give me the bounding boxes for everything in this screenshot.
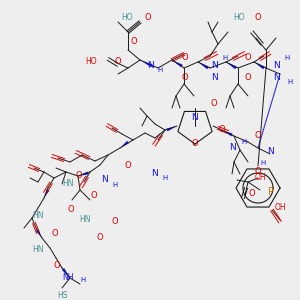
Text: HN: HN bbox=[32, 211, 44, 220]
Text: N: N bbox=[268, 148, 274, 157]
Text: N: N bbox=[274, 61, 280, 70]
Text: O: O bbox=[249, 188, 255, 197]
Text: O: O bbox=[68, 206, 74, 214]
Text: O: O bbox=[54, 260, 60, 269]
Text: N: N bbox=[212, 61, 218, 70]
Polygon shape bbox=[167, 126, 177, 131]
Polygon shape bbox=[222, 130, 233, 136]
Text: O: O bbox=[192, 139, 198, 148]
Text: O: O bbox=[131, 38, 137, 46]
Text: O: O bbox=[125, 160, 131, 169]
Text: H: H bbox=[80, 277, 86, 283]
Text: O: O bbox=[182, 52, 188, 62]
Text: O: O bbox=[182, 74, 188, 82]
Text: O: O bbox=[255, 131, 261, 140]
Text: O: O bbox=[112, 218, 118, 226]
Text: N: N bbox=[152, 169, 158, 178]
Text: HO: HO bbox=[233, 14, 245, 22]
Text: OH: OH bbox=[254, 173, 266, 182]
Polygon shape bbox=[254, 62, 265, 69]
Text: O: O bbox=[245, 52, 251, 62]
Text: H: H bbox=[284, 55, 290, 61]
Text: N: N bbox=[192, 113, 198, 122]
Polygon shape bbox=[226, 62, 237, 69]
Polygon shape bbox=[172, 60, 183, 67]
Text: H: H bbox=[242, 139, 247, 145]
Polygon shape bbox=[78, 172, 88, 176]
Text: HN: HN bbox=[32, 245, 44, 254]
Text: N: N bbox=[147, 61, 153, 70]
Text: HN: HN bbox=[79, 215, 91, 224]
Text: P: P bbox=[268, 187, 274, 197]
Polygon shape bbox=[36, 229, 42, 238]
Text: H: H bbox=[222, 55, 228, 61]
Text: H: H bbox=[112, 182, 118, 188]
Text: H: H bbox=[158, 67, 163, 73]
Text: O: O bbox=[255, 167, 261, 176]
Text: N: N bbox=[212, 74, 218, 82]
Text: O: O bbox=[255, 14, 261, 22]
Text: O: O bbox=[97, 233, 103, 242]
Text: O: O bbox=[211, 98, 217, 107]
Text: O: O bbox=[52, 229, 58, 238]
Text: HN: HN bbox=[62, 178, 74, 188]
Polygon shape bbox=[44, 189, 49, 198]
Text: H: H bbox=[260, 160, 266, 166]
Text: NH: NH bbox=[62, 272, 74, 281]
Polygon shape bbox=[198, 62, 209, 69]
Text: HO: HO bbox=[85, 58, 97, 67]
Text: O: O bbox=[115, 58, 121, 67]
Text: OH: OH bbox=[274, 202, 286, 211]
Text: HO: HO bbox=[121, 14, 133, 22]
Text: O: O bbox=[245, 74, 251, 82]
Text: H: H bbox=[287, 79, 292, 85]
Text: H: H bbox=[162, 175, 168, 181]
Text: O: O bbox=[91, 190, 97, 200]
Text: O: O bbox=[76, 170, 82, 179]
Text: N: N bbox=[274, 74, 280, 82]
Text: HS: HS bbox=[58, 290, 68, 299]
Polygon shape bbox=[62, 268, 70, 278]
Text: N: N bbox=[230, 143, 236, 152]
Polygon shape bbox=[140, 60, 153, 67]
Text: O: O bbox=[219, 125, 225, 134]
Text: O: O bbox=[145, 14, 151, 22]
Text: N: N bbox=[102, 176, 108, 184]
Polygon shape bbox=[120, 141, 129, 148]
